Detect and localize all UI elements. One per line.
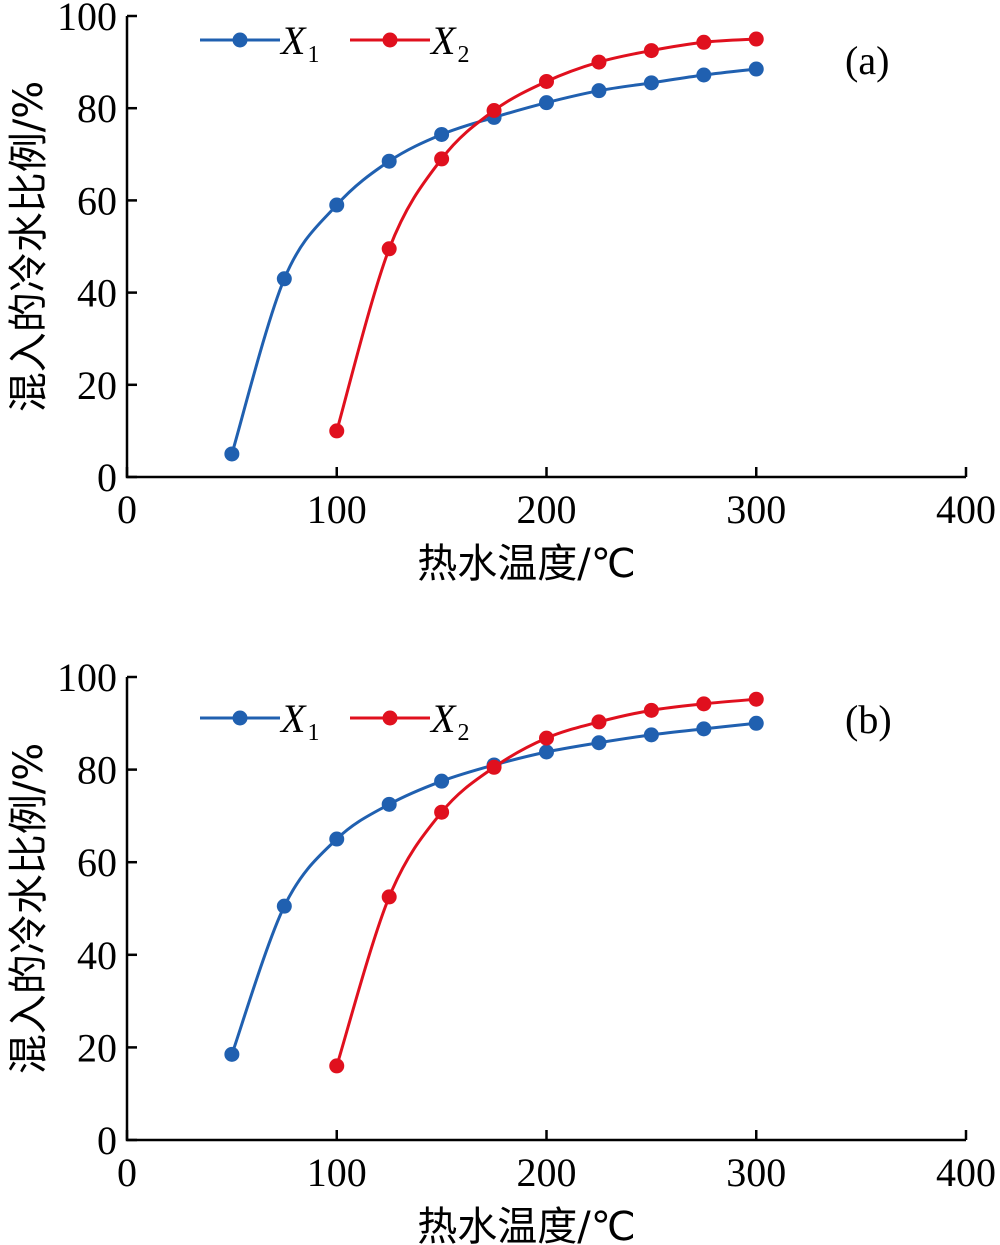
data-point-series-1 [643, 75, 659, 91]
data-point-series-1 [329, 831, 345, 847]
data-point-series-2 [696, 696, 712, 712]
y-tick-label: 0 [97, 455, 117, 500]
x-tick-label: 200 [517, 487, 577, 532]
data-point-series-2 [591, 714, 607, 730]
data-point-series-1 [434, 773, 450, 789]
y-tick-label: 20 [77, 1025, 117, 1070]
y-tick-label: 20 [77, 363, 117, 408]
data-point-series-2 [591, 54, 607, 70]
data-point-series-1 [224, 1046, 240, 1062]
y-tick-label: 100 [57, 655, 117, 700]
x-tick-label: 0 [117, 1150, 137, 1195]
data-point-series-1 [276, 271, 292, 287]
data-point-series-2 [539, 73, 554, 89]
legend-swatch-marker [232, 710, 248, 726]
data-point-series-2 [486, 103, 502, 119]
data-point-series-2 [748, 31, 764, 47]
data-point-series-1 [696, 721, 712, 737]
data-point-series-2 [748, 691, 764, 707]
data-point-series-1 [539, 744, 554, 760]
data-point-series-1 [539, 95, 554, 111]
x-tick-label: 100 [307, 1150, 367, 1195]
x-tick-label: 100 [307, 487, 367, 532]
x-tick-label: 400 [936, 1150, 996, 1195]
data-point-series-2 [643, 702, 659, 718]
legend-label-subscript: 1 [307, 42, 319, 68]
legend-swatch-marker [382, 32, 398, 48]
data-point-series-2 [329, 423, 345, 439]
data-point-series-1 [591, 83, 607, 99]
x-axis-title: 热水温度/℃ [417, 1204, 635, 1245]
y-tick-label: 80 [77, 748, 117, 793]
data-point-series-2 [434, 804, 450, 820]
legend-swatch-marker [232, 32, 248, 48]
data-point-series-1 [643, 727, 659, 743]
legend-label-subscript: 1 [307, 720, 319, 746]
data-point-series-1 [696, 67, 712, 83]
data-point-series-1 [748, 715, 764, 731]
x-tick-label: 200 [517, 1150, 577, 1195]
y-tick-label: 60 [77, 178, 117, 223]
data-point-series-2 [539, 730, 554, 746]
y-tick-label: 0 [97, 1118, 117, 1163]
data-point-series-1 [329, 197, 345, 213]
x-tick-label: 400 [936, 487, 996, 532]
data-point-series-2 [381, 241, 397, 257]
legend-label-subscript: 2 [457, 720, 469, 746]
y-axis-title: 混入的冷水比例/% [6, 743, 52, 1074]
data-point-series-2 [329, 1058, 345, 1074]
data-point-series-2 [434, 151, 450, 167]
x-tick-label: 300 [726, 1150, 786, 1195]
data-point-series-2 [381, 889, 397, 905]
data-point-series-2 [643, 43, 659, 59]
y-tick-label: 80 [77, 86, 117, 131]
legend-label-subscript: 2 [457, 42, 469, 68]
series-line-1 [230, 67, 757, 455]
legend-swatch-marker [382, 710, 398, 726]
data-point-series-1 [748, 61, 764, 77]
y-tick-label: 40 [77, 271, 117, 316]
data-point-series-1 [224, 446, 240, 462]
data-point-series-1 [276, 898, 292, 914]
data-point-series-1 [381, 153, 397, 169]
series-line-1 [230, 721, 757, 1055]
data-point-series-1 [381, 796, 397, 812]
data-point-series-1 [591, 735, 607, 751]
panel-label: (a) [845, 38, 889, 83]
legend-label: X2 [429, 18, 469, 68]
chart-panel-1: 0 100 200 300 400 0 20 40 60 80 100 热水温度/℃ 混入的冷水比例/%… [6, 0, 996, 587]
y-tick-label: 100 [57, 0, 117, 39]
chart-panel-2: 0 100 200 300 400 0 20 40 60 80 100 热水温度/℃ 混入的冷水比例/%… [6, 655, 996, 1245]
x-axis-title: 热水温度/℃ [417, 541, 635, 587]
y-axis-title: 混入的冷水比例/% [6, 81, 52, 412]
data-point-series-2 [696, 34, 712, 50]
y-tick-label: 60 [77, 840, 117, 885]
x-tick-label: 0 [117, 487, 137, 532]
legend-label: X1 [279, 696, 319, 746]
legend-label: X1 [279, 18, 319, 68]
data-point-series-2 [486, 759, 502, 775]
y-tick-label: 40 [77, 933, 117, 978]
x-tick-label: 300 [726, 487, 786, 532]
data-point-series-1 [434, 126, 450, 142]
legend-label: X2 [429, 696, 469, 746]
panel-label: (b) [845, 697, 892, 742]
